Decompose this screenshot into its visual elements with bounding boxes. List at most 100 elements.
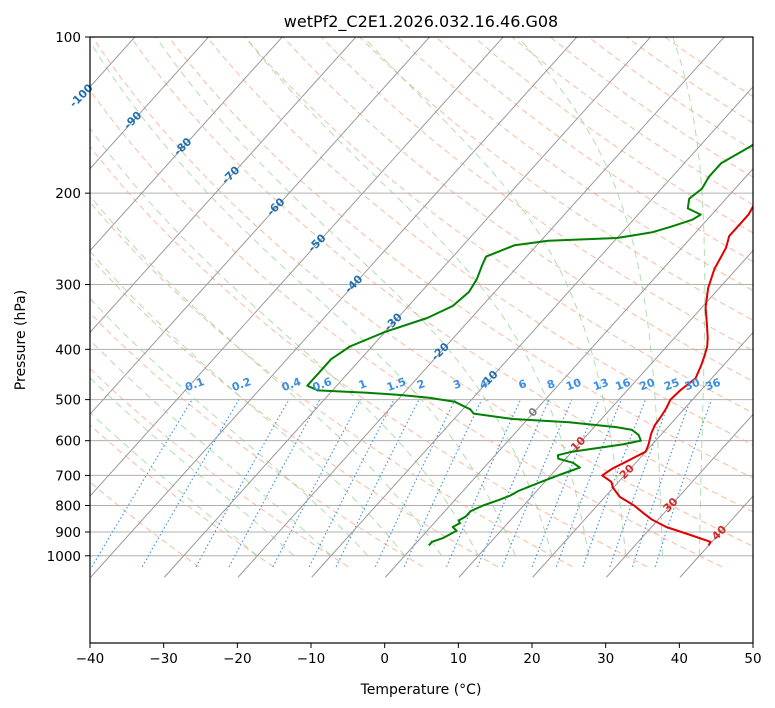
y-tick-label: 100 <box>55 30 81 46</box>
mixing-ratio-line <box>477 399 550 568</box>
mixing-ratio-label: 8 <box>545 377 557 392</box>
x-tick-label: −10 <box>297 651 326 667</box>
plot-frame <box>89 36 754 644</box>
dry-adiabat <box>473 37 753 234</box>
x-tick-label: −20 <box>223 651 252 667</box>
dry-adiabat <box>90 145 648 568</box>
moist-adiabat <box>90 127 479 557</box>
isotherm-line <box>532 331 753 578</box>
moist-adiabat <box>90 195 442 557</box>
mixing-ratio-label: 0.6 <box>311 375 334 394</box>
isotherm-line <box>90 37 504 497</box>
dry-adiabat <box>435 37 753 263</box>
y-tick-label: 500 <box>55 393 81 409</box>
dry-adiabat <box>282 37 753 382</box>
x-tick-label: 10 <box>450 651 467 667</box>
dry-adiabat <box>206 37 753 446</box>
y-axis-title: Pressure (hPa) <box>13 290 29 390</box>
mixing-ratio-label: 4 <box>478 377 490 392</box>
isotherm-line <box>237 37 725 578</box>
mixing-ratio-line <box>141 399 240 568</box>
moist-adiabat <box>90 297 369 557</box>
isotherm-line <box>90 37 431 416</box>
x-tick-label: −30 <box>149 651 178 667</box>
y-tick-label: 300 <box>55 278 81 294</box>
y-tick-label: 800 <box>55 498 81 514</box>
mixing-ratio-line <box>654 399 713 567</box>
dry-adiabat <box>90 424 274 568</box>
mixing-ratio-line <box>609 399 671 567</box>
mixing-ratio-line <box>308 399 395 568</box>
x-tick-label: −40 <box>76 651 105 667</box>
mixing-ratio-label: 16 <box>614 376 633 394</box>
dry-adiabat <box>90 481 200 568</box>
moist-adiabat <box>90 40 516 556</box>
y-tick-label: 900 <box>55 525 81 541</box>
mixing-ratio-label: 10 <box>564 376 583 394</box>
mixing-ratio-line <box>582 399 647 567</box>
mixing-ratio-label: 30 <box>683 376 702 394</box>
mixing-ratio-label: 1.5 <box>385 375 408 394</box>
mixing-ratio-line <box>555 399 622 567</box>
mixing-ratio-line <box>374 399 456 568</box>
mixing-ratio-label: 13 <box>591 376 610 393</box>
mixing-ratio-line <box>91 399 193 568</box>
mixing-ratio-label: 20 <box>638 376 657 394</box>
background-lines <box>0 13 775 578</box>
mixing-ratio-label: 1 <box>357 377 369 392</box>
moist-adiabat <box>90 339 332 557</box>
mixing-ratio-label: 2 <box>415 377 427 392</box>
dry-adiabat <box>244 37 753 414</box>
dry-adiabat <box>90 312 424 568</box>
mixing-ratio-label: 0.4 <box>280 375 303 394</box>
isotherm-line <box>90 37 210 170</box>
isotherm-line <box>605 413 753 578</box>
y-tick-label: 200 <box>55 186 81 202</box>
x-tick-label: 20 <box>523 651 540 667</box>
mixing-ratio-label: 36 <box>704 376 723 394</box>
mixing-ratio-line <box>531 399 600 568</box>
dry-adiabat <box>320 37 753 352</box>
x-axis-title: Temperature (°C) <box>360 682 482 698</box>
isotherm-line <box>90 37 283 252</box>
dry-adiabat <box>130 37 753 513</box>
mixing-ratio-label: 3 <box>451 377 463 392</box>
dewpoint-line <box>306 143 753 547</box>
dry-adiabat <box>359 37 753 321</box>
isotherm-line <box>458 249 753 578</box>
isotherm-line <box>90 37 357 334</box>
y-tick-label: 600 <box>55 434 81 450</box>
profile-series <box>306 143 753 547</box>
mixing-ratio-label: 0.2 <box>230 375 253 394</box>
moist-adiabat <box>90 411 258 557</box>
isotherm-line <box>754 13 775 577</box>
isotherm-line <box>0 13 9 577</box>
y-tick-label: 700 <box>55 468 81 484</box>
x-tick-label: 0 <box>380 651 389 667</box>
moist-adiabat <box>517 37 663 556</box>
mixing-ratio-line <box>228 399 321 568</box>
mixing-ratio-label: 0.1 <box>183 375 206 394</box>
moist-adiabat <box>155 37 553 556</box>
x-tick-label: 40 <box>671 651 688 667</box>
dry-adiabat <box>90 89 723 568</box>
isotherm-line <box>311 86 753 578</box>
dry-adiabat <box>511 37 753 206</box>
mixing-ratio-label: 25 <box>662 376 681 393</box>
isotherm-line <box>384 168 753 578</box>
y-tick-label: 1000 <box>47 549 81 565</box>
mixing-ratio-line <box>272 399 361 568</box>
line-labels: -100-90-80-70-60-50-40-30-20-10102030400… <box>67 81 730 543</box>
mixing-ratio-label: 6 <box>517 377 529 392</box>
mixing-ratio-line <box>335 399 420 568</box>
dry-adiabat <box>549 37 753 178</box>
isotherm-line <box>679 495 753 578</box>
isotherm-line <box>163 37 652 578</box>
isotherm-line <box>90 37 578 578</box>
mixing-ratio-line <box>631 399 692 567</box>
mixing-ratio-line <box>445 399 522 568</box>
moist-adiabat <box>244 37 590 556</box>
dry-adiabat <box>168 37 753 479</box>
dry-adiabat <box>90 256 498 568</box>
